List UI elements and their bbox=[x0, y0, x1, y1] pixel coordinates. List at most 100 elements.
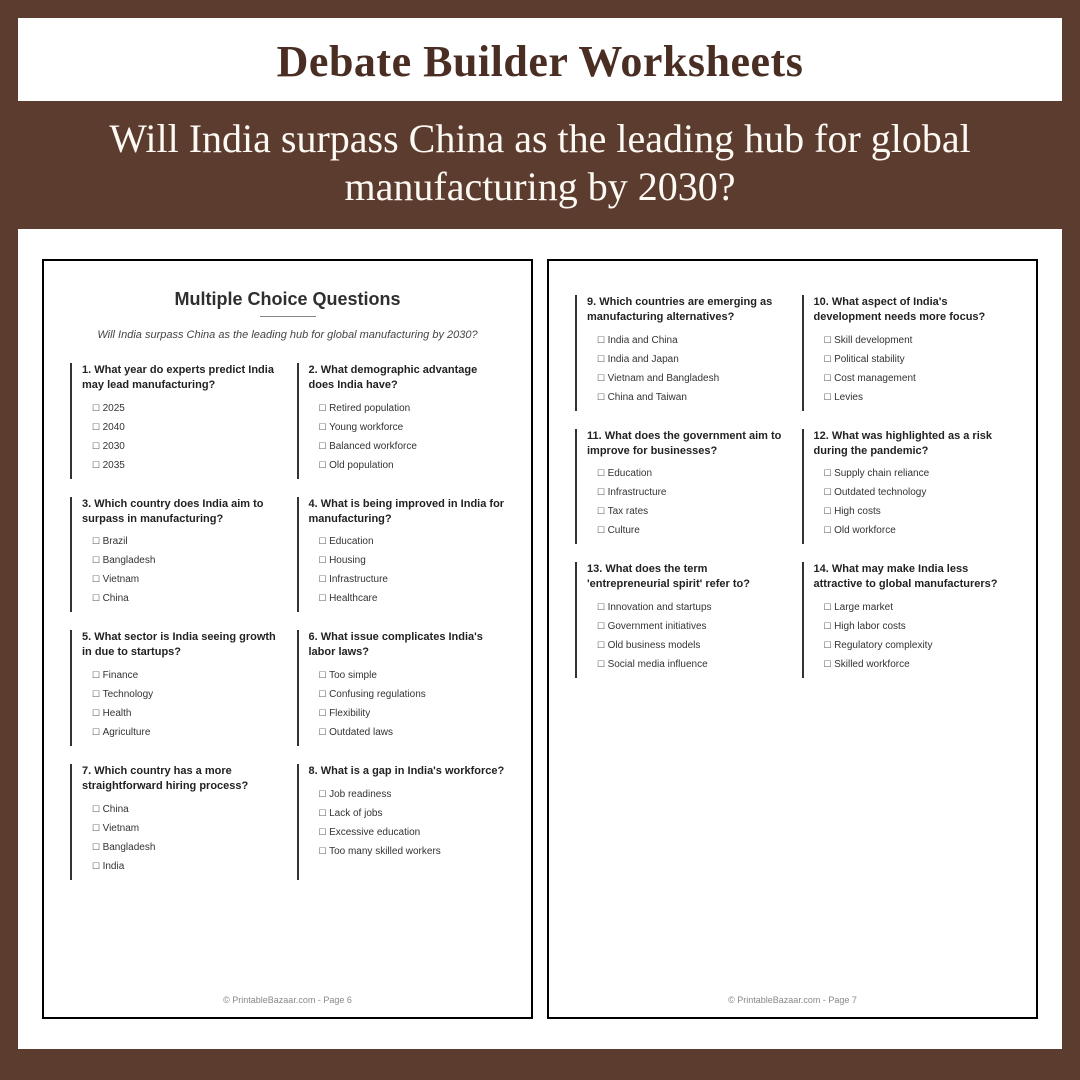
question-block: 9. Which countries are emerging as manuf… bbox=[575, 295, 784, 411]
worksheet-page-left: Multiple Choice Questions Will India sur… bbox=[42, 259, 533, 1019]
option-checkbox[interactable]: India bbox=[92, 861, 279, 873]
question-title: 9. Which countries are emerging as manuf… bbox=[587, 295, 784, 325]
option-checkbox[interactable]: Housing bbox=[319, 555, 506, 567]
worksheet-heading: Multiple Choice Questions bbox=[70, 289, 505, 310]
option-checkbox[interactable]: Confusing regulations bbox=[319, 689, 506, 701]
question-block: 10. What aspect of India's development n… bbox=[802, 295, 1011, 411]
question-title: 5. What sector is India seeing growth in… bbox=[82, 630, 279, 660]
worksheet-subheading: Will India surpass China as the leading … bbox=[70, 329, 505, 341]
option-checkbox[interactable]: Large market bbox=[824, 602, 1011, 614]
page-footer-right: © PrintableBazaar.com - Page 7 bbox=[575, 987, 1010, 1005]
worksheet-page-right: 9. Which countries are emerging as manuf… bbox=[547, 259, 1038, 1019]
options-list: Retired population Young workforce Balance… bbox=[309, 403, 506, 472]
option-checkbox[interactable]: Innovation and startups bbox=[597, 602, 784, 614]
option-checkbox[interactable]: Young workforce bbox=[319, 422, 506, 434]
question-title: 7. Which country has a more straightforw… bbox=[82, 764, 279, 794]
question-title: 8. What is a gap in India's workforce? bbox=[309, 764, 506, 779]
question-title: 3. Which country does India aim to surpa… bbox=[82, 497, 279, 527]
option-checkbox[interactable]: High costs bbox=[824, 506, 1011, 518]
option-checkbox[interactable]: Infrastructure bbox=[319, 574, 506, 586]
option-checkbox[interactable]: Agriculture bbox=[92, 727, 279, 739]
option-checkbox[interactable]: Outdated laws bbox=[319, 727, 506, 739]
option-checkbox[interactable]: High labor costs bbox=[824, 621, 1011, 633]
option-checkbox[interactable]: 2030 bbox=[92, 441, 279, 453]
option-checkbox[interactable]: Too simple bbox=[319, 670, 506, 682]
question-block: 5. What sector is India seeing growth in… bbox=[70, 630, 279, 746]
option-checkbox[interactable]: Tax rates bbox=[597, 506, 784, 518]
option-checkbox[interactable]: China bbox=[92, 593, 279, 605]
option-checkbox[interactable]: Bangladesh bbox=[92, 842, 279, 854]
question-title: 12. What was highlighted as a risk durin… bbox=[814, 429, 1011, 459]
questions-grid-right: 9. Which countries are emerging as manuf… bbox=[575, 295, 1010, 987]
option-checkbox[interactable]: Technology bbox=[92, 689, 279, 701]
option-checkbox[interactable]: Bangladesh bbox=[92, 555, 279, 567]
option-checkbox[interactable]: 2040 bbox=[92, 422, 279, 434]
option-checkbox[interactable]: Vietnam and Bangladesh bbox=[597, 373, 784, 385]
option-checkbox[interactable]: China bbox=[92, 804, 279, 816]
option-checkbox[interactable]: 2035 bbox=[92, 460, 279, 472]
option-checkbox[interactable]: Supply chain reliance bbox=[824, 468, 1011, 480]
option-checkbox[interactable]: Lack of jobs bbox=[319, 808, 506, 820]
heading-underline bbox=[260, 316, 316, 317]
option-checkbox[interactable]: Infrastructure bbox=[597, 487, 784, 499]
question-title: 4. What is being improved in India for m… bbox=[309, 497, 506, 527]
option-checkbox[interactable]: Education bbox=[597, 468, 784, 480]
option-checkbox[interactable]: Healthcare bbox=[319, 593, 506, 605]
question-title: 13. What does the term 'entrepreneurial … bbox=[587, 562, 784, 592]
option-checkbox[interactable]: India and China bbox=[597, 335, 784, 347]
option-checkbox[interactable]: 2025 bbox=[92, 403, 279, 415]
option-checkbox[interactable]: China and Taiwan bbox=[597, 392, 784, 404]
pages-container: Multiple Choice Questions Will India sur… bbox=[18, 229, 1062, 1049]
question-block: 12. What was highlighted as a risk durin… bbox=[802, 429, 1011, 545]
option-checkbox[interactable]: Regulatory complexity bbox=[824, 640, 1011, 652]
question-title: 10. What aspect of India's development n… bbox=[814, 295, 1011, 325]
option-checkbox[interactable]: Excessive education bbox=[319, 827, 506, 839]
option-checkbox[interactable]: Skill development bbox=[824, 335, 1011, 347]
question-block: 3. Which country does India aim to surpa… bbox=[70, 497, 279, 613]
option-checkbox[interactable]: Job readiness bbox=[319, 789, 506, 801]
option-checkbox[interactable]: Balanced workforce bbox=[319, 441, 506, 453]
option-checkbox[interactable]: Government initiatives bbox=[597, 621, 784, 633]
page-subtitle: Will India surpass China as the leading … bbox=[18, 111, 1062, 229]
option-checkbox[interactable]: Vietnam bbox=[92, 823, 279, 835]
options-list: Skill development Political stability Cost… bbox=[814, 335, 1011, 404]
options-list: India and China India and Japan Vietnam an… bbox=[587, 335, 784, 404]
question-title: 2. What demographic advantage does India… bbox=[309, 363, 506, 393]
question-title: 6. What issue complicates India's labor … bbox=[309, 630, 506, 660]
title-band: Debate Builder Worksheets bbox=[18, 18, 1062, 101]
options-list: Innovation and startups Government initia… bbox=[587, 602, 784, 671]
option-checkbox[interactable]: Old population bbox=[319, 460, 506, 472]
option-checkbox[interactable]: Social media influence bbox=[597, 659, 784, 671]
option-checkbox[interactable]: India and Japan bbox=[597, 354, 784, 366]
options-list: Education Housing Infrastructure Healthcare bbox=[309, 536, 506, 605]
option-checkbox[interactable]: Flexibility bbox=[319, 708, 506, 720]
option-checkbox[interactable]: Cost management bbox=[824, 373, 1011, 385]
option-checkbox[interactable]: Health bbox=[92, 708, 279, 720]
question-block: 2. What demographic advantage does India… bbox=[297, 363, 506, 479]
option-checkbox[interactable]: Culture bbox=[597, 525, 784, 537]
option-checkbox[interactable]: Finance bbox=[92, 670, 279, 682]
question-block: 1. What year do experts predict India ma… bbox=[70, 363, 279, 479]
option-checkbox[interactable]: Levies bbox=[824, 392, 1011, 404]
option-checkbox[interactable]: Too many skilled workers bbox=[319, 846, 506, 858]
question-block: 6. What issue complicates India's labor … bbox=[297, 630, 506, 746]
options-list: Finance Technology Health Agriculture bbox=[82, 670, 279, 739]
options-list: Supply chain reliance Outdated technology… bbox=[814, 468, 1011, 537]
option-checkbox[interactable]: Education bbox=[319, 536, 506, 548]
question-block: 13. What does the term 'entrepreneurial … bbox=[575, 562, 784, 678]
option-checkbox[interactable]: Skilled workforce bbox=[824, 659, 1011, 671]
questions-grid-left: 1. What year do experts predict India ma… bbox=[70, 363, 505, 987]
option-checkbox[interactable]: Brazil bbox=[92, 536, 279, 548]
option-checkbox[interactable]: Vietnam bbox=[92, 574, 279, 586]
option-checkbox[interactable]: Political stability bbox=[824, 354, 1011, 366]
option-checkbox[interactable]: Outdated technology bbox=[824, 487, 1011, 499]
option-checkbox[interactable]: Retired population bbox=[319, 403, 506, 415]
question-block: 7. Which country has a more straightforw… bbox=[70, 764, 279, 880]
options-list: 2025 2040 2030 2035 bbox=[82, 403, 279, 472]
options-list: Education Infrastructure Tax rates Culture bbox=[587, 468, 784, 537]
options-list: Brazil Bangladesh Vietnam China bbox=[82, 536, 279, 605]
question-block: 11. What does the government aim to impr… bbox=[575, 429, 784, 545]
option-checkbox[interactable]: Old business models bbox=[597, 640, 784, 652]
page-title: Debate Builder Worksheets bbox=[28, 36, 1052, 87]
option-checkbox[interactable]: Old workforce bbox=[824, 525, 1011, 537]
